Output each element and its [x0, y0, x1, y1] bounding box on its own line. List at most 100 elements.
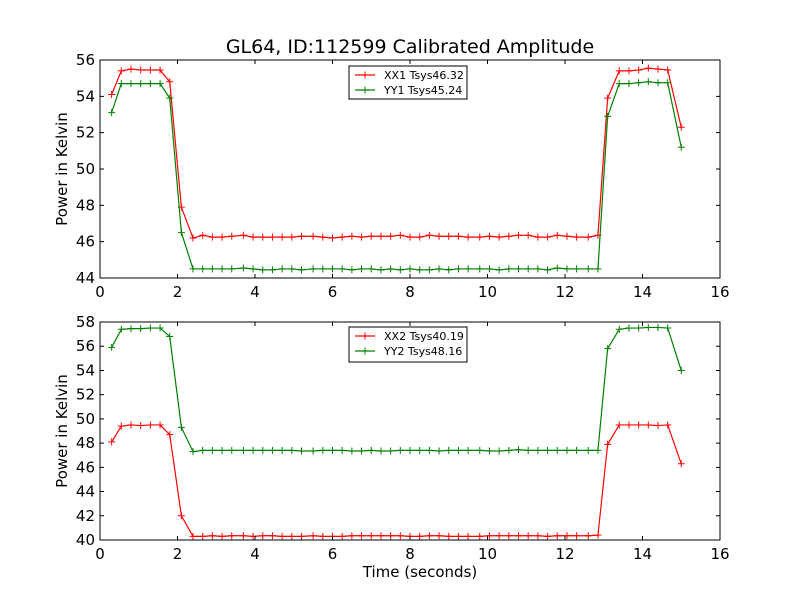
data-point-0-0-6	[166, 78, 174, 86]
data-point-0-0-14	[249, 233, 257, 241]
data-point-0-1-13	[239, 264, 247, 272]
data-point-0-1-15	[259, 266, 267, 274]
data-point-0-1-29	[396, 266, 404, 274]
data-point-1-0-48	[584, 532, 592, 540]
data-point-1-1-36	[464, 446, 472, 454]
y-tick-label-1-1: 42	[76, 507, 95, 525]
data-point-1-0-50	[604, 440, 612, 448]
data-point-1-1-11	[218, 446, 226, 454]
data-point-1-0-45	[553, 532, 561, 540]
data-point-0-0-26	[367, 232, 375, 240]
data-point-1-0-39	[495, 532, 503, 540]
data-point-0-0-34	[445, 232, 453, 240]
data-point-1-1-40	[505, 446, 513, 454]
data-point-0-0-2	[127, 65, 135, 73]
data-point-0-1-16	[268, 266, 276, 274]
data-point-1-0-3	[137, 422, 145, 430]
data-point-1-1-44	[544, 446, 552, 454]
data-point-0-1-22	[329, 265, 336, 273]
y-tick-label-1-4: 48	[76, 434, 95, 452]
x-tick-label-1-7: 14	[633, 545, 652, 563]
data-point-1-0-4	[146, 421, 154, 429]
series-line-1-1	[111, 326, 682, 453]
data-point-0-1-35	[454, 265, 462, 273]
data-point-0-1-37	[476, 265, 484, 273]
data-point-0-0-53	[635, 66, 643, 74]
data-point-0-0-27	[377, 232, 385, 240]
data-point-1-0-8	[189, 532, 197, 540]
data-point-0-1-47	[573, 265, 581, 273]
data-point-0-1-31	[416, 266, 424, 274]
data-point-0-1-44	[544, 266, 552, 274]
data-point-1-1-3	[137, 325, 145, 333]
data-point-1-0-53	[635, 421, 643, 429]
data-point-1-1-9	[199, 446, 207, 454]
data-point-1-0-55	[654, 422, 662, 430]
data-point-0-0-37	[476, 233, 484, 241]
data-point-1-0-49	[594, 531, 602, 539]
data-point-0-1-2	[127, 80, 135, 88]
y-tick-label-0-4: 52	[76, 124, 95, 142]
data-point-0-0-15	[259, 233, 267, 241]
legend-0: XX1 Tsys46.32 YY1 Tsys45.24	[348, 65, 468, 100]
data-point-0-1-46	[563, 265, 571, 273]
y-axis-label-1: Power in Kelvin	[53, 374, 71, 488]
data-point-1-1-16	[268, 446, 276, 454]
data-point-1-0-31	[416, 532, 424, 540]
chart-title: GL64, ID:112599 Calibrated Amplitude	[226, 36, 594, 58]
x-tick-label-1-2: 4	[250, 545, 260, 563]
data-point-1-0-7	[177, 512, 185, 520]
data-point-0-0-19	[298, 232, 305, 240]
data-point-1-1-10	[208, 446, 216, 454]
data-point-1-1-4	[146, 324, 154, 332]
data-point-0-1-6	[166, 94, 174, 102]
data-point-1-1-47	[573, 446, 581, 454]
data-point-1-0-6	[166, 431, 174, 439]
data-point-0-0-1	[117, 67, 125, 75]
data-point-0-1-24	[348, 266, 356, 274]
data-point-1-0-15	[259, 532, 267, 540]
data-point-1-1-41	[515, 446, 522, 454]
data-point-1-0-10	[208, 532, 216, 540]
data-point-0-0-45	[553, 231, 561, 239]
data-point-1-0-19	[298, 532, 305, 540]
data-point-0-0-55	[654, 65, 662, 73]
data-point-1-1-46	[563, 446, 571, 454]
data-point-1-1-17	[278, 446, 286, 454]
data-point-1-1-31	[416, 446, 424, 454]
data-point-1-0-21	[319, 532, 327, 540]
data-point-1-1-53	[635, 324, 643, 332]
data-point-1-1-22	[329, 446, 336, 454]
data-point-0-0-48	[584, 233, 592, 241]
data-point-1-0-44	[544, 532, 552, 540]
data-point-1-0-18	[288, 532, 296, 540]
data-point-0-0-23	[338, 233, 346, 241]
data-point-1-0-32	[425, 532, 433, 540]
data-point-0-0-22	[329, 234, 336, 242]
data-point-0-0-52	[625, 67, 633, 75]
data-point-0-0-4	[146, 66, 154, 74]
data-point-1-1-49	[594, 446, 602, 454]
data-point-1-0-34	[445, 532, 453, 540]
y-tick-label-1-7: 54	[76, 361, 95, 379]
data-point-0-1-12	[228, 265, 236, 273]
data-point-0-1-7	[177, 229, 185, 237]
data-point-0-1-39	[495, 266, 503, 274]
data-point-1-1-18	[288, 446, 296, 454]
y-tick-label-0-5: 54	[76, 87, 95, 105]
data-point-1-0-17	[278, 532, 286, 540]
data-point-0-1-40	[505, 265, 513, 273]
data-point-0-0-41	[515, 231, 522, 239]
data-point-1-1-38	[485, 447, 493, 455]
data-point-1-1-15	[259, 446, 267, 454]
data-point-0-0-29	[396, 231, 404, 239]
data-point-1-1-35	[454, 446, 462, 454]
data-point-1-0-20	[309, 532, 317, 540]
data-point-0-0-8	[189, 234, 197, 242]
data-point-0-0-25	[358, 233, 366, 241]
y-tick-label-1-0: 40	[76, 531, 95, 549]
data-point-1-0-40	[505, 532, 513, 540]
data-point-0-1-49	[594, 265, 602, 273]
data-point-0-0-24	[348, 232, 356, 240]
